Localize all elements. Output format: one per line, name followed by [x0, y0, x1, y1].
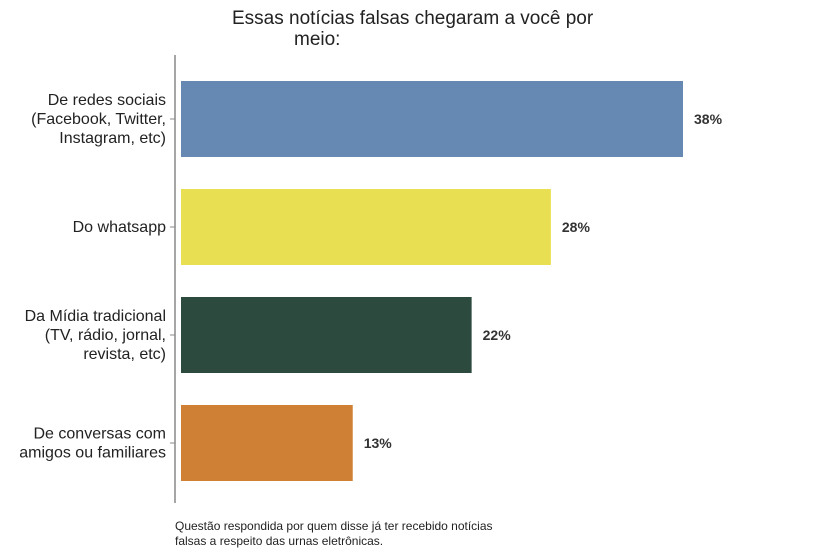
bar-1 — [181, 189, 551, 265]
category-label-0-line-0: De redes sociais — [48, 92, 166, 109]
footnote-line-1: Questão respondida por quem disse já ter… — [175, 519, 493, 533]
category-label-1-line-0: Do whatsapp — [73, 219, 166, 236]
category-label-2-line-1: (TV, rádio, jornal, — [45, 327, 166, 344]
footnote-line-2: falsas a respeito das urnas eletrônicas. — [175, 534, 383, 548]
bar-0 — [181, 81, 683, 157]
category-label-3-line-0: De conversas com — [34, 426, 167, 443]
category-label-0-line-1: (Facebook, Twitter, — [31, 111, 166, 128]
category-label-2-line-2: revista, etc) — [83, 346, 166, 363]
bar-2 — [181, 297, 472, 373]
bars-group: 38% De redes sociais (Facebook, Twitter, In… — [19, 81, 723, 481]
value-label-3: 13% — [364, 435, 393, 451]
value-label-2: 22% — [483, 327, 512, 343]
chart-title-line-2: meio: — [294, 29, 340, 50]
value-label-0: 38% — [694, 111, 723, 127]
chart-title-line-1: Essas notícias falsas chegaram a você po… — [232, 8, 594, 29]
category-label-0-line-2: Instagram, etc) — [59, 130, 166, 147]
category-label-3-line-1: amigos ou familiares — [19, 445, 166, 462]
category-label-2-line-0: Da Mídia tradicional — [25, 308, 166, 325]
bar-3 — [181, 405, 353, 481]
value-label-1: 28% — [562, 219, 591, 235]
